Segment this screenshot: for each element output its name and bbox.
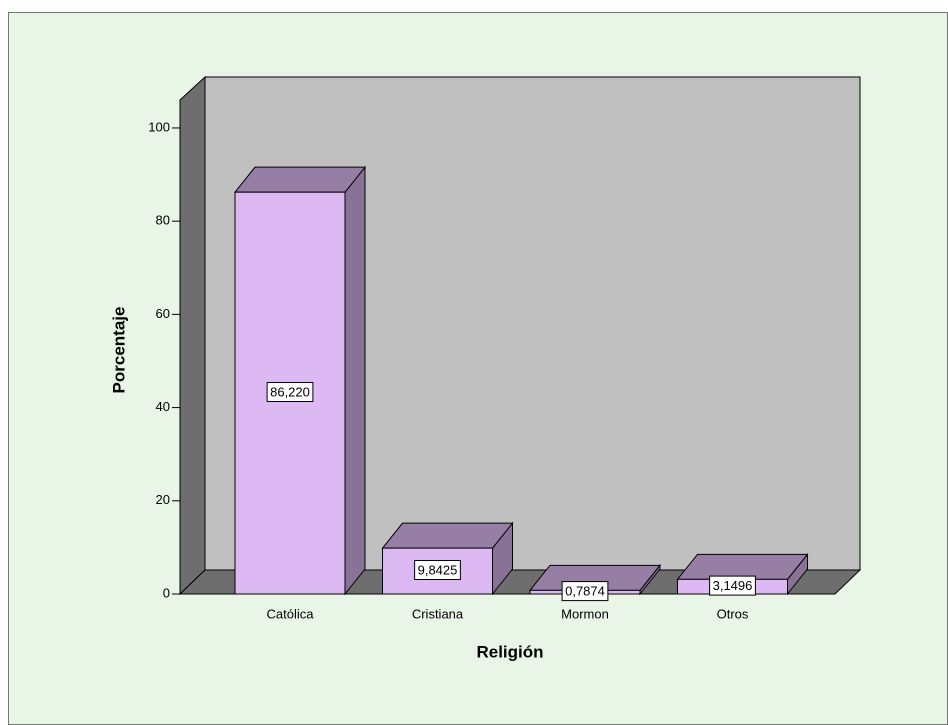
bar-top [676, 553, 809, 580]
bar-top [381, 522, 514, 549]
x-tick-label: Otros [717, 606, 749, 621]
value-label-box [561, 581, 609, 602]
value-label: 3,1496 [713, 578, 753, 593]
y-tick-label: 20 [156, 492, 170, 507]
value-label-box [266, 382, 314, 403]
y-tick-label: 100 [148, 119, 170, 134]
x-tick-label: Cristiana [412, 606, 464, 621]
y-axis-title: Porcentaje [109, 307, 128, 394]
value-label-box [709, 575, 756, 596]
x-axis-title: Religión [476, 642, 543, 661]
value-label-box [414, 560, 461, 581]
y-tick-label: 80 [156, 213, 170, 228]
value-label: 86,220 [270, 385, 310, 400]
bar-top [233, 166, 367, 193]
y-tick-label: 0 [163, 585, 170, 600]
value-label: 0,7874 [565, 584, 605, 599]
x-tick-label: Católica [267, 606, 315, 621]
y-tick-label: 60 [156, 306, 170, 321]
x-tick-label: Mormon [561, 606, 609, 621]
value-label: 9,8425 [418, 563, 458, 578]
bar-side [344, 165, 366, 596]
y-tick-label: 40 [156, 399, 170, 414]
side-wall [179, 75, 206, 596]
